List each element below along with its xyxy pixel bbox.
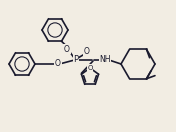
Text: O: O xyxy=(55,60,61,69)
Text: P: P xyxy=(73,55,78,65)
Text: O: O xyxy=(84,48,90,56)
Text: O: O xyxy=(87,65,93,71)
Text: NH: NH xyxy=(99,55,111,65)
Text: O: O xyxy=(64,44,70,53)
